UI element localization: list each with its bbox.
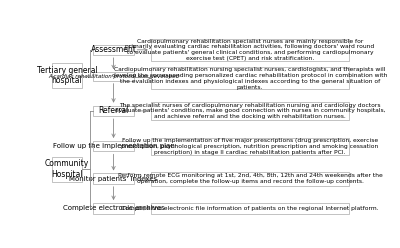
Text: The specialist nurses of cardiopulmonary rehabilitation nursing and cardiology d: The specialist nurses of cardiopulmonary… <box>115 103 385 119</box>
Bar <box>93 203 134 214</box>
Text: Follow up the implementation plan: Follow up the implementation plan <box>53 143 174 149</box>
Text: Community
Hospital: Community Hospital <box>45 159 89 179</box>
Bar <box>151 67 349 90</box>
Text: Complete electronic archives: Complete electronic archives <box>63 205 164 211</box>
Bar <box>93 141 134 152</box>
Bar <box>93 173 134 184</box>
Bar <box>151 138 349 155</box>
Text: Referral: Referral <box>98 106 129 115</box>
Bar <box>93 45 134 55</box>
Bar <box>93 72 134 81</box>
Bar <box>52 157 82 182</box>
Bar <box>93 106 134 116</box>
Text: Cardiopulmonary rehabilitation nursing specialist nurses, cardiologists, and the: Cardiopulmonary rehabilitation nursing s… <box>112 67 388 90</box>
Text: Complete the electronic file information of patients on the regional Internet pl: Complete the electronic file information… <box>121 206 379 211</box>
Bar <box>151 39 349 61</box>
Text: Follow up the implementation of five major prescriptions (drug prescription, exe: Follow up the implementation of five maj… <box>121 138 378 155</box>
Text: Assessment: Assessment <box>91 45 136 54</box>
Bar <box>151 102 349 120</box>
Text: Cardiopulmonary rehabilitation specialist nurses are mainly responsible for
prim: Cardiopulmonary rehabilitation specialis… <box>125 39 374 61</box>
Text: Monitor patients' indexes: Monitor patients' indexes <box>70 176 158 182</box>
Bar <box>52 63 82 88</box>
Bar <box>151 172 349 186</box>
Text: Perform remote ECG monitoring at 1st, 2nd, 4th, 8th, 12th and 24th weekends afte: Perform remote ECG monitoring at 1st, 2n… <box>118 173 382 184</box>
Bar <box>151 203 349 214</box>
Text: A cardiac rehabilitation protocol was developed: A cardiac rehabilitation protocol was de… <box>48 74 179 79</box>
Text: Tertiary general
hospital: Tertiary general hospital <box>37 66 98 85</box>
